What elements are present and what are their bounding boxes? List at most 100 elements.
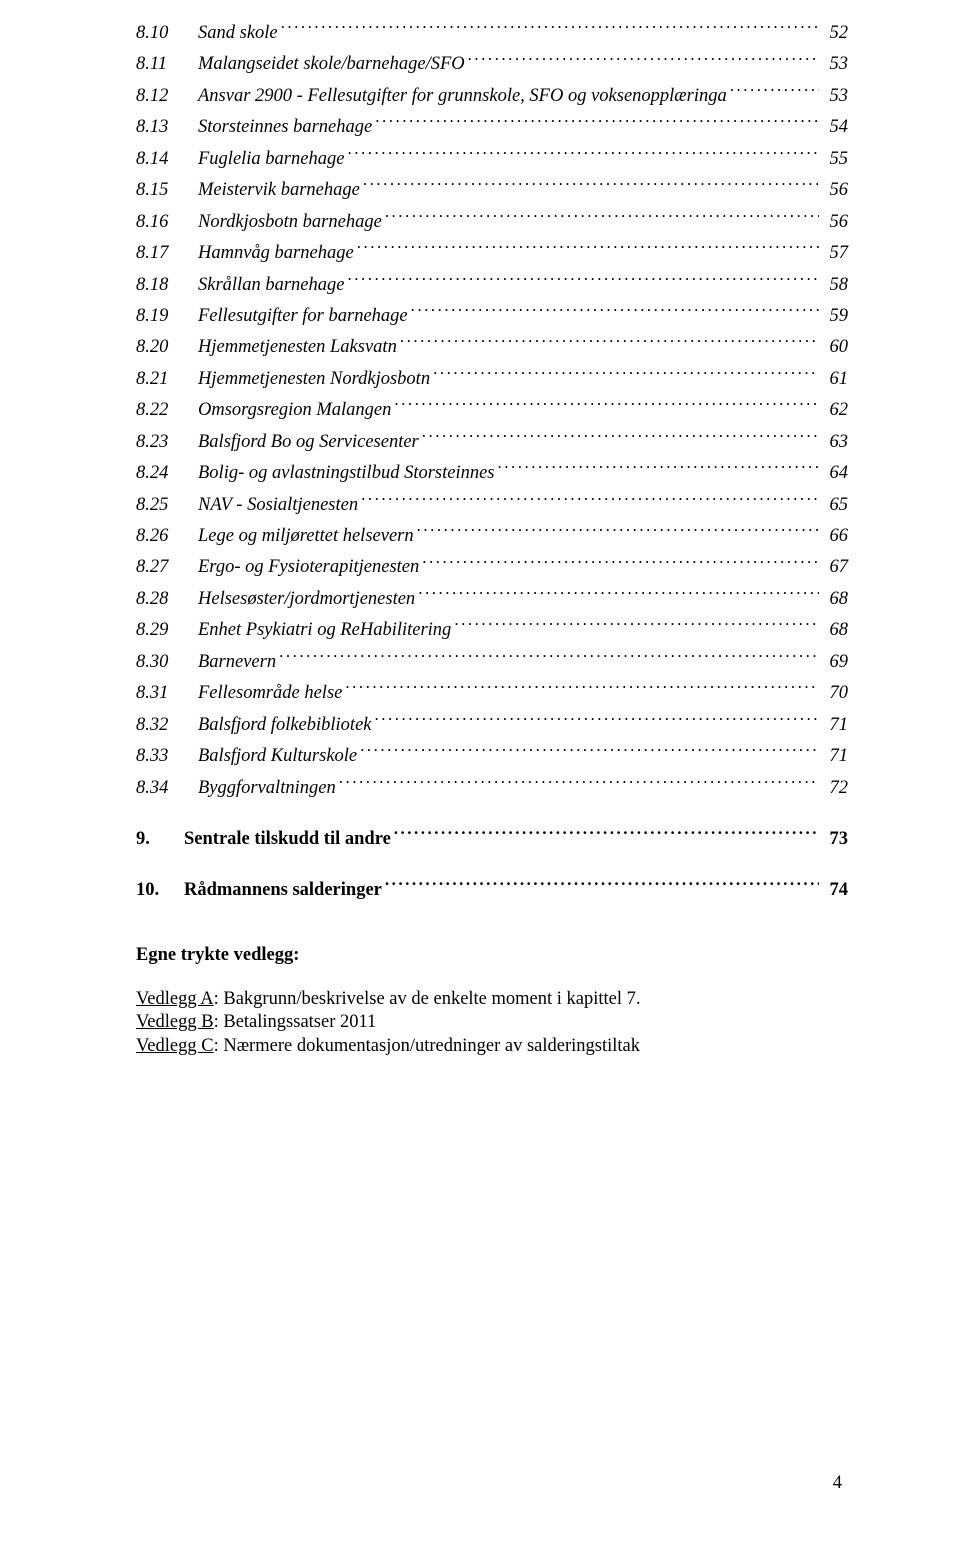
toc-entry[interactable]: 9.Sentrale tilskudd til andre73 — [136, 824, 848, 855]
toc-entry-number: 8.29 — [136, 615, 198, 646]
toc-entry[interactable]: 8.11Malangseidet skole/barnehage/SFO53 — [136, 49, 848, 80]
toc-entry-title: Barnevern — [198, 647, 276, 678]
toc-entry-number: 8.15 — [136, 175, 198, 206]
toc-entry[interactable]: 8.10Sand skole52 — [136, 18, 848, 49]
toc-leaders — [454, 617, 819, 636]
toc-leaders — [417, 523, 819, 542]
toc-entry[interactable]: 8.17Hamnvåg barnehage57 — [136, 238, 848, 269]
appendix-line: Vedlegg C: Nærmere dokumentasjon/utredni… — [136, 1035, 848, 1059]
toc-entry[interactable]: 8.24Bolig- og avlastningstilbud Storstei… — [136, 458, 848, 489]
appendix-line: Vedlegg B: Betalingssatser 2011 — [136, 1011, 848, 1035]
toc-entry-page: 52 — [822, 18, 848, 49]
toc-leaders — [347, 145, 819, 164]
toc-entry-title: Sentrale tilskudd til andre — [184, 824, 391, 855]
toc-leaders — [394, 825, 819, 844]
toc-entry[interactable]: 8.34Byggforvaltningen72 — [136, 773, 848, 804]
toc-entry-title: Fellesområde helse — [198, 678, 342, 709]
toc-leaders — [433, 365, 819, 384]
toc-entry-page: 56 — [822, 207, 848, 238]
toc-entry[interactable]: 8.20Hjemmetjenesten Laksvatn60 — [136, 332, 848, 363]
toc-leaders — [347, 271, 819, 290]
toc-leaders — [468, 51, 819, 70]
toc-entry[interactable]: 8.33Balsfjord Kulturskole71 — [136, 741, 848, 772]
toc-entry-number: 8.26 — [136, 521, 198, 552]
toc-entry[interactable]: 8.25NAV - Sosialtjenesten65 — [136, 490, 848, 521]
toc-entry-number: 8.28 — [136, 584, 198, 615]
toc-entry-title: Hamnvåg barnehage — [198, 238, 354, 269]
toc-sub-list: 8.10Sand skole528.11Malangseidet skole/b… — [136, 18, 848, 804]
toc-entry-number: 8.16 — [136, 207, 198, 238]
toc-entry[interactable]: 8.14Fuglelia barnehage55 — [136, 144, 848, 175]
toc-entry[interactable]: 8.32Balsfjord folkebibliotek71 — [136, 710, 848, 741]
toc-entry-title: Balsfjord folkebibliotek — [198, 710, 372, 741]
toc-entry-title: Balsfjord Kulturskole — [198, 741, 357, 772]
toc-entry[interactable]: 8.23Balsfjord Bo og Servicesenter63 — [136, 427, 848, 458]
toc-entry-title: Fuglelia barnehage — [198, 144, 344, 175]
toc-leaders — [418, 585, 819, 604]
toc-entry[interactable]: 8.29Enhet Psykiatri og ReHabilitering68 — [136, 615, 848, 646]
toc-leaders — [361, 491, 819, 510]
toc-entry-title: Byggforvaltningen — [198, 773, 336, 804]
toc-entry-title: Omsorgsregion Malangen — [198, 395, 391, 426]
toc-entry-page: 58 — [822, 270, 848, 301]
toc-entry-page: 65 — [822, 490, 848, 521]
toc-entry[interactable]: 8.31Fellesområde helse70 — [136, 678, 848, 709]
toc-entry-title: Lege og miljørettet helsevern — [198, 521, 414, 552]
toc-entry[interactable]: 8.30Barnevern69 — [136, 647, 848, 678]
toc-entry-title: Hjemmetjenesten Laksvatn — [198, 332, 397, 363]
toc-entry[interactable]: 8.12Ansvar 2900 - Fellesutgifter for gru… — [136, 81, 848, 112]
toc-entry-page: 68 — [822, 615, 848, 646]
toc-entry[interactable]: 8.26Lege og miljørettet helsevern66 — [136, 521, 848, 552]
toc-entry-page: 60 — [822, 332, 848, 363]
toc-entry-title: Balsfjord Bo og Servicesenter — [198, 427, 419, 458]
toc-entry-number: 8.12 — [136, 81, 198, 112]
toc-entry[interactable]: 8.18Skrållan barnehage58 — [136, 270, 848, 301]
toc-entry-title: Skrållan barnehage — [198, 270, 344, 301]
toc-entry[interactable]: 8.16Nordkjosbotn barnehage 56 — [136, 207, 848, 238]
toc-leaders — [394, 397, 819, 416]
toc-entry[interactable]: 8.13Storsteinnes barnehage54 — [136, 112, 848, 143]
toc-entry[interactable]: 8.19Fellesutgifter for barnehage 59 — [136, 301, 848, 332]
toc-entry-title: Hjemmetjenesten Nordkjosbotn — [198, 364, 430, 395]
toc-entry-page: 56 — [822, 175, 848, 206]
toc-entry-number: 8.22 — [136, 395, 198, 426]
toc-entry-number: 8.17 — [136, 238, 198, 269]
appendix-line-text: : Betalingssatser 2011 — [214, 1012, 377, 1032]
toc-entry-page: 69 — [822, 647, 848, 678]
toc-entry-number: 8.10 — [136, 18, 198, 49]
toc-entry-title: Storsteinnes barnehage — [198, 112, 372, 143]
appendix-line-label: Vedlegg B — [136, 1012, 214, 1032]
toc-entry-title: Fellesutgifter for barnehage — [198, 301, 408, 332]
page-number: 4 — [833, 1473, 842, 1494]
appendix-line-text: : Bakgrunn/beskrivelse av de enkelte mom… — [214, 989, 641, 1009]
toc-entry-page: 62 — [822, 395, 848, 426]
toc-leaders — [375, 711, 820, 730]
toc-leaders — [279, 648, 819, 667]
toc-entry-page: 53 — [822, 49, 848, 80]
toc-entry-number: 8.19 — [136, 301, 198, 332]
toc-entry-title: Nordkjosbotn barnehage — [198, 207, 382, 238]
toc-entry[interactable]: 8.27Ergo- og Fysioterapitjenesten67 — [136, 552, 848, 583]
toc-entry[interactable]: 8.28Helsesøster/jordmortjenesten68 — [136, 584, 848, 615]
toc-entry[interactable]: 8.21Hjemmetjenesten Nordkjosbotn61 — [136, 364, 848, 395]
toc-leaders — [385, 877, 819, 896]
toc-leaders — [360, 743, 819, 762]
toc-entry-number: 8.14 — [136, 144, 198, 175]
toc-entry-page: 68 — [822, 584, 848, 615]
toc-leaders — [339, 774, 819, 793]
toc-entry-number: 8.31 — [136, 678, 198, 709]
toc-entry-title: Ergo- og Fysioterapitjenesten — [198, 552, 419, 583]
toc-entry-page: 59 — [822, 301, 848, 332]
toc-leaders — [345, 680, 819, 699]
toc-entry[interactable]: 8.22Omsorgsregion Malangen 62 — [136, 395, 848, 426]
toc-entry-title: Bolig- og avlastningstilbud Storsteinnes — [198, 458, 495, 489]
toc-leaders — [375, 114, 819, 133]
toc-entry[interactable]: 10.Rådmannens salderinger74 — [136, 875, 848, 906]
toc-leaders — [730, 82, 819, 101]
toc-entry[interactable]: 8.15Meistervik barnehage56 — [136, 175, 848, 206]
toc-entry-number: 8.21 — [136, 364, 198, 395]
toc-leaders — [411, 302, 819, 321]
toc-leaders — [400, 334, 819, 353]
appendix-line-label: Vedlegg A — [136, 989, 214, 1009]
toc-entry-page: 71 — [822, 710, 848, 741]
